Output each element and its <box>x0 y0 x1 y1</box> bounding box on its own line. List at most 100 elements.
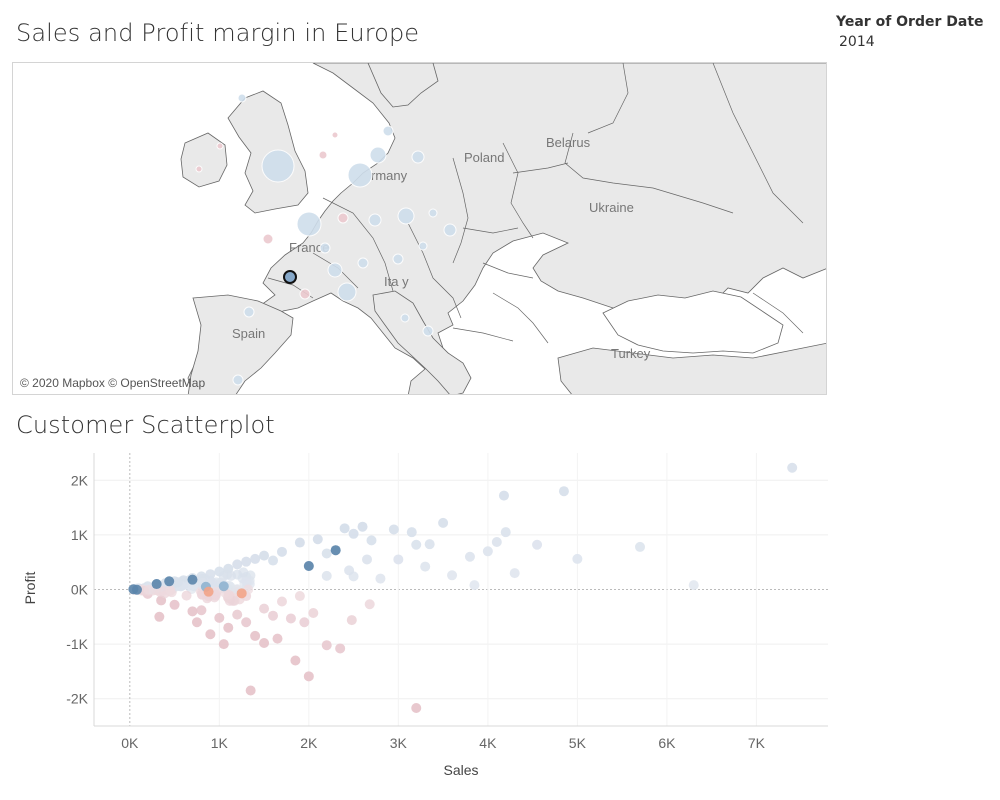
scatter-point-highlight[interactable] <box>237 588 247 598</box>
scatter-point[interactable] <box>232 610 242 620</box>
scatter-point[interactable] <box>277 597 287 607</box>
scatter-point[interactable] <box>465 552 475 562</box>
scatter-point[interactable] <box>286 613 296 623</box>
scatter-point-highlight[interactable] <box>331 545 341 555</box>
map-bubble[interactable] <box>338 283 356 301</box>
scatter-point[interactable] <box>572 554 582 564</box>
filter-value[interactable]: 2014 <box>836 34 996 50</box>
map-bubble[interactable] <box>238 94 246 102</box>
scatter-point[interactable] <box>224 590 234 600</box>
scatter-point[interactable] <box>295 538 305 548</box>
scatter-point[interactable] <box>365 599 375 609</box>
scatter-point[interactable] <box>425 539 435 549</box>
scatter-point[interactable] <box>407 527 417 537</box>
scatter-point[interactable] <box>308 608 318 618</box>
scatter-point[interactable] <box>232 559 242 569</box>
scatter-point[interactable] <box>787 463 797 473</box>
scatter-point-highlight[interactable] <box>187 575 197 585</box>
scatter-point-highlight[interactable] <box>152 579 162 589</box>
scatter-point-highlight[interactable] <box>132 585 142 595</box>
scatter-point[interactable] <box>154 612 164 622</box>
customer-scatterplot[interactable]: 2K 1K 0K -1K -2K 0K 1K 2K 3K 4K 5K 6K 7K Sales Profi… <box>0 445 840 800</box>
scatter-point[interactable] <box>238 567 248 577</box>
map-bubble[interactable] <box>419 242 427 250</box>
map-bubble[interactable] <box>398 208 414 224</box>
scatter-point[interactable] <box>304 671 314 681</box>
scatter-point[interactable] <box>196 605 206 615</box>
scatter-point[interactable] <box>375 574 385 584</box>
map-bubble[interactable] <box>358 258 368 268</box>
scatter-point-highlight[interactable] <box>204 587 214 597</box>
scatter-point[interactable] <box>689 580 699 590</box>
scatter-point[interactable] <box>366 535 376 545</box>
scatter-point[interactable] <box>420 562 430 572</box>
scatter-point[interactable] <box>447 570 457 580</box>
scatter-point[interactable] <box>299 617 309 627</box>
scatter-point[interactable] <box>241 557 251 567</box>
scatter-point[interactable] <box>170 600 180 610</box>
scatter-point[interactable] <box>205 629 215 639</box>
map-bubble[interactable] <box>423 326 433 336</box>
scatter-point[interactable] <box>340 523 350 533</box>
scatter-point[interactable] <box>510 568 520 578</box>
scatter-point[interactable] <box>250 631 260 641</box>
scatter-point[interactable] <box>268 611 278 621</box>
scatter-point[interactable] <box>165 585 175 595</box>
scatter-point-highlight[interactable] <box>304 561 314 571</box>
map-bubble[interactable] <box>369 214 381 226</box>
map-bubble[interactable] <box>383 126 393 136</box>
map-bubble[interactable] <box>244 307 254 317</box>
scatter-point[interactable] <box>499 491 509 501</box>
scatter-point[interactable] <box>192 617 202 627</box>
scatter-point[interactable] <box>290 655 300 665</box>
map-bubble[interactable] <box>328 263 342 277</box>
scatter-point[interactable] <box>411 540 421 550</box>
scatter-point[interactable] <box>322 548 332 558</box>
map-bubble[interactable] <box>370 147 386 163</box>
scatter-point[interactable] <box>389 524 399 534</box>
scatter-point[interactable] <box>483 546 493 556</box>
scatter-point[interactable] <box>173 577 183 587</box>
map-bubble[interactable] <box>319 151 327 159</box>
scatter-point[interactable] <box>469 580 479 590</box>
map-bubble[interactable] <box>332 132 338 138</box>
map-bubble[interactable] <box>429 209 437 217</box>
map-bubble[interactable] <box>401 314 409 322</box>
scatter-point[interactable] <box>344 565 354 575</box>
scatter-point[interactable] <box>313 534 323 544</box>
scatter-point[interactable] <box>411 703 421 713</box>
scatter-point[interactable] <box>295 591 305 601</box>
scatter-point[interactable] <box>438 518 448 528</box>
scatter-point[interactable] <box>268 556 278 566</box>
scatter-point-highlight[interactable] <box>219 581 229 591</box>
map-bubble[interactable] <box>263 234 273 244</box>
map-bubble[interactable] <box>338 213 348 223</box>
scatter-point[interactable] <box>259 551 269 561</box>
scatter-point[interactable] <box>273 634 283 644</box>
scatter-points[interactable] <box>128 463 797 713</box>
scatter-point[interactable] <box>144 585 154 595</box>
map-bubble[interactable] <box>348 163 372 187</box>
scatter-point[interactable] <box>322 640 332 650</box>
scatter-point[interactable] <box>259 638 269 648</box>
scatter-point[interactable] <box>532 540 542 550</box>
map-bubble[interactable] <box>300 289 310 299</box>
scatter-point[interactable] <box>362 554 372 564</box>
scatter-point[interactable] <box>222 570 232 580</box>
scatter-point[interactable] <box>259 604 269 614</box>
scatter-point[interactable] <box>241 617 251 627</box>
scatter-point[interactable] <box>358 522 368 532</box>
scatter-point[interactable] <box>187 606 197 616</box>
europe-map[interactable]: Poland Belarus rmany Ukraine France Ita … <box>12 62 827 395</box>
map-bubble[interactable] <box>393 254 403 264</box>
map-bubble[interactable] <box>217 143 223 149</box>
scatter-point[interactable] <box>182 591 192 601</box>
map-bubble[interactable] <box>262 150 294 182</box>
scatter-point[interactable] <box>393 554 403 564</box>
scatter-point[interactable] <box>246 686 256 696</box>
scatter-point[interactable] <box>559 486 569 496</box>
scatter-point-highlight[interactable] <box>164 576 174 586</box>
selected-map-bubble[interactable] <box>284 271 296 283</box>
map-bubble[interactable] <box>320 243 330 253</box>
scatter-point[interactable] <box>277 547 287 557</box>
